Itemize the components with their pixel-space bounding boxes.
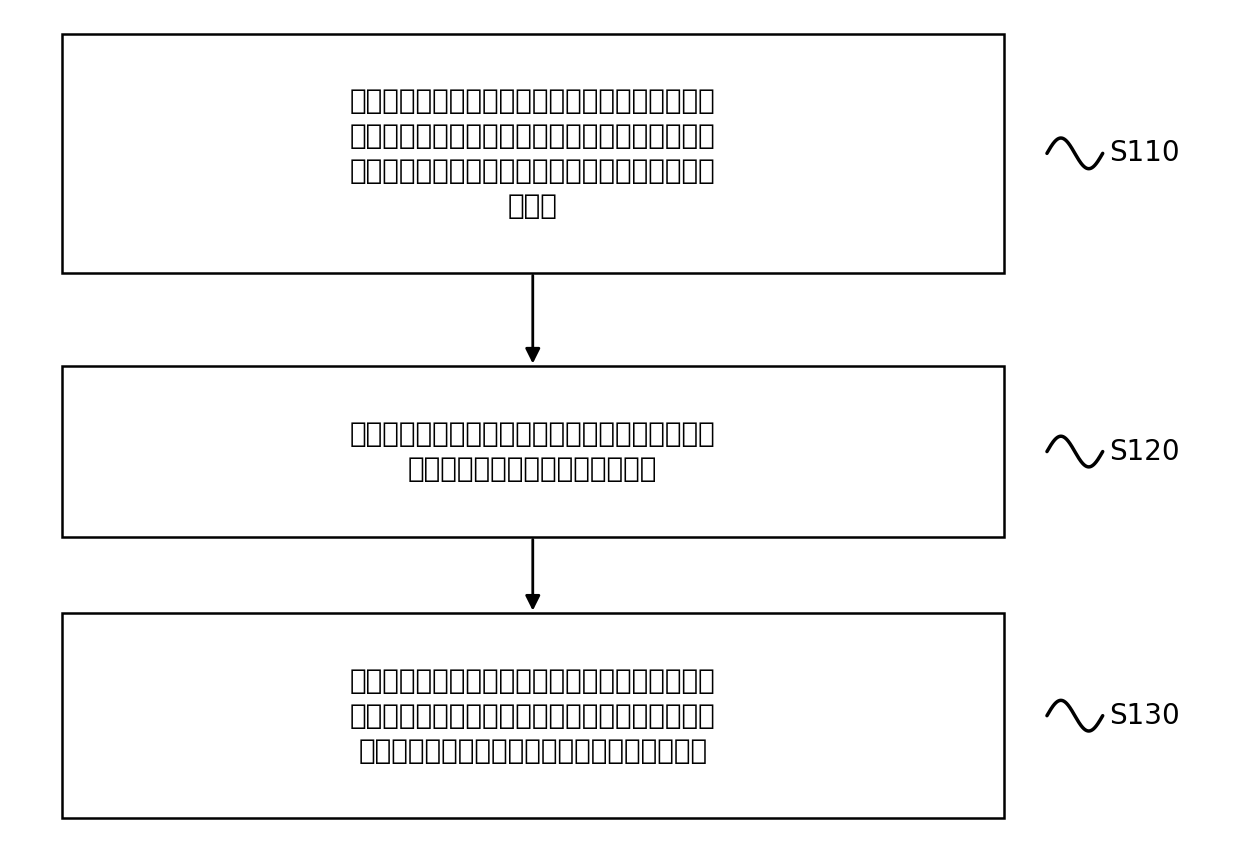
Text: 和电流模型磁链，并基于所述电压模型磁链和所述: 和电流模型磁链，并基于所述电压模型磁链和所述 [349,122,716,150]
Text: S110: S110 [1109,140,1180,167]
Text: 电流模型磁链确定所述静止坐标系下的电压模型补: 电流模型磁链确定所述静止坐标系下的电压模型补 [349,157,716,185]
FancyBboxPatch shape [62,613,1004,818]
FancyBboxPatch shape [62,34,1004,273]
Text: 所述转子位置信息控制所述永磁同步电机的速度: 所述转子位置信息控制所述永磁同步电机的速度 [358,737,707,765]
Text: 获取永磁同步电机在静止坐标系下的电压模型磁链: 获取永磁同步电机在静止坐标系下的电压模型磁链 [349,87,716,115]
Text: S120: S120 [1109,438,1180,465]
Text: 根据所述电流模型磁链和所述修正后的电压模型磁: 根据所述电流模型磁链和所述修正后的电压模型磁 [349,666,716,694]
Text: S130: S130 [1109,702,1180,729]
Text: 链确定所述永磁同步电机的转子位置信息，并通过: 链确定所述永磁同步电机的转子位置信息，并通过 [349,702,716,729]
Text: 基于所述电压模型补偿电压对所述电压模型磁链进: 基于所述电压模型补偿电压对所述电压模型磁链进 [349,420,716,448]
Text: 偿电压: 偿电压 [508,192,558,220]
FancyBboxPatch shape [62,366,1004,537]
Text: 行修正得到修正后的电压模型磁链: 行修正得到修正后的电压模型磁链 [408,455,658,483]
